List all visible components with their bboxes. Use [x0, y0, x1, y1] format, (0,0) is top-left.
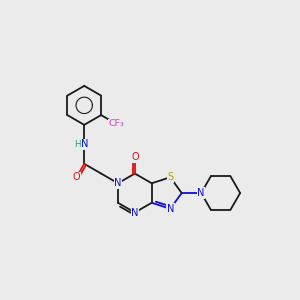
Text: O: O — [73, 172, 80, 182]
Text: CF₃: CF₃ — [108, 119, 124, 128]
Text: S: S — [167, 172, 173, 182]
Text: N: N — [131, 208, 139, 218]
Text: H: H — [74, 140, 81, 149]
Text: N: N — [114, 178, 122, 188]
Text: N: N — [197, 188, 205, 198]
Text: O: O — [131, 152, 139, 162]
Text: N: N — [167, 204, 174, 214]
Text: N: N — [80, 139, 88, 149]
